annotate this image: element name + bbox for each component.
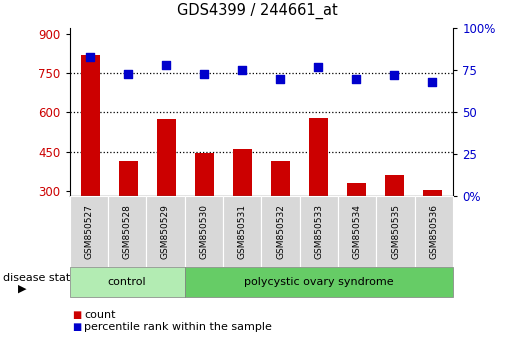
Point: [162, 62, 170, 68]
Text: GSM850534: GSM850534: [353, 204, 362, 259]
Text: count: count: [84, 310, 115, 320]
Point: [276, 76, 284, 81]
Point: [428, 79, 436, 85]
Bar: [423, 190, 442, 196]
Bar: [157, 119, 176, 196]
Point: [124, 71, 132, 76]
Point: [390, 73, 399, 78]
Text: GSM850529: GSM850529: [161, 204, 170, 259]
Bar: [309, 118, 328, 196]
Bar: [233, 149, 252, 196]
Text: GSM850530: GSM850530: [199, 204, 208, 259]
Text: GSM850535: GSM850535: [391, 204, 400, 259]
Point: [314, 64, 322, 70]
Text: ■: ■: [72, 322, 81, 332]
Text: percentile rank within the sample: percentile rank within the sample: [84, 322, 272, 332]
Text: GSM850527: GSM850527: [84, 204, 93, 259]
Bar: [119, 161, 138, 196]
Text: GSM850528: GSM850528: [123, 204, 131, 259]
Point: [87, 54, 95, 60]
Text: GSM850532: GSM850532: [276, 204, 285, 259]
Text: GSM850531: GSM850531: [238, 204, 247, 259]
Bar: [271, 161, 290, 196]
Text: ■: ■: [72, 310, 81, 320]
Point: [238, 68, 247, 73]
Point: [352, 76, 360, 81]
Bar: [385, 176, 404, 196]
Text: ▶: ▶: [18, 284, 27, 294]
Bar: [347, 183, 366, 196]
Text: GSM850533: GSM850533: [315, 204, 323, 259]
Bar: [195, 153, 214, 196]
Bar: [81, 55, 100, 196]
Text: GDS4399 / 244661_at: GDS4399 / 244661_at: [177, 3, 338, 19]
Text: GSM850536: GSM850536: [430, 204, 438, 259]
Text: control: control: [108, 277, 146, 287]
Text: polycystic ovary syndrome: polycystic ovary syndrome: [244, 277, 394, 287]
Text: disease state: disease state: [3, 273, 77, 283]
Point: [200, 71, 209, 76]
